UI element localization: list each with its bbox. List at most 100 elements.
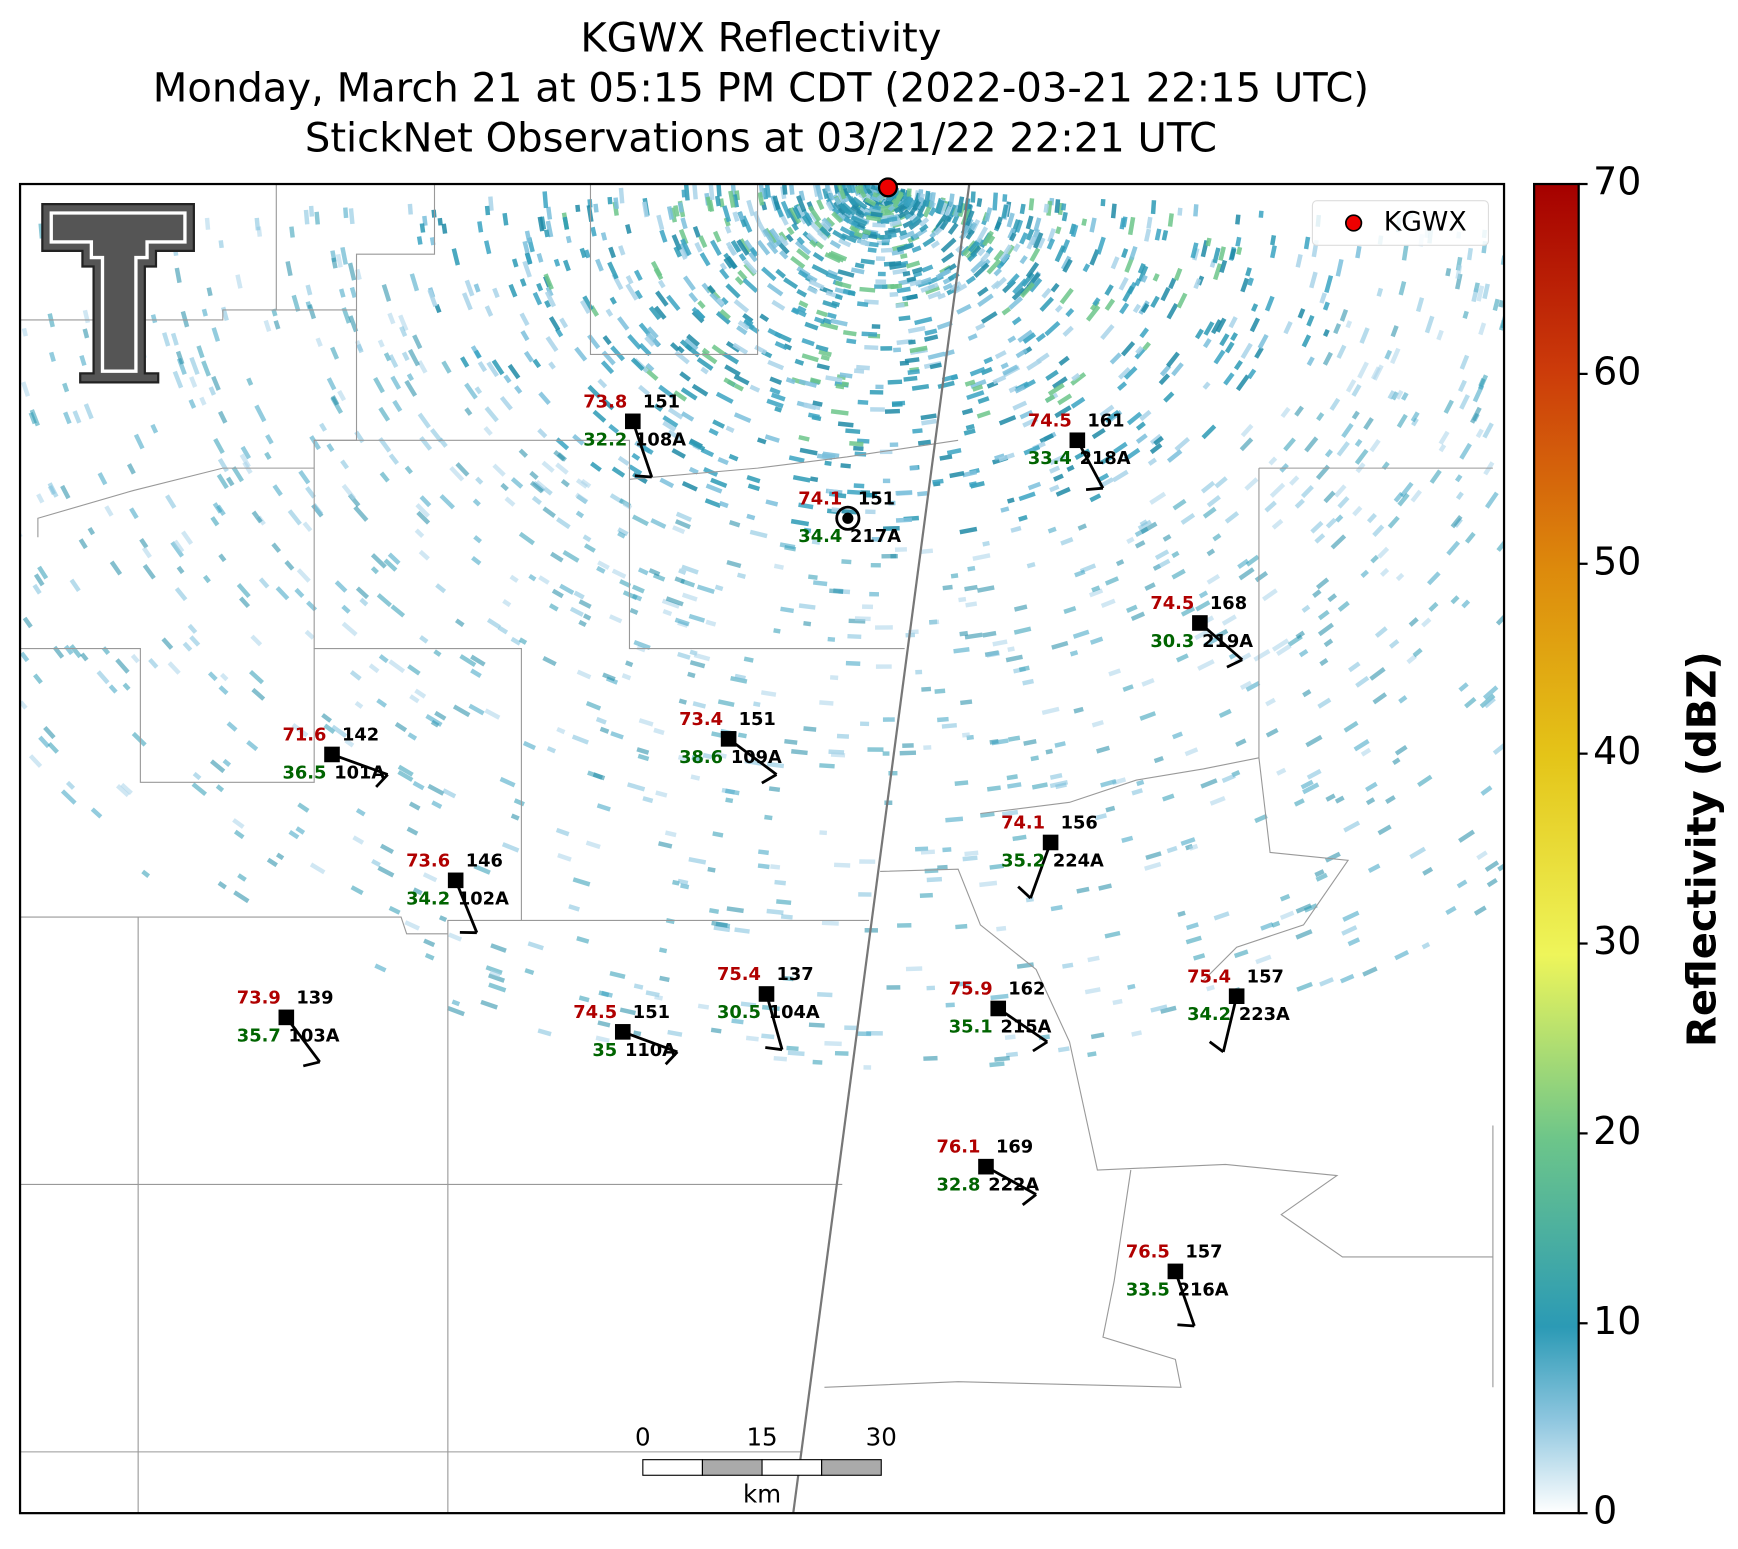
radar-echo (977, 247, 986, 257)
radar-echo (711, 920, 728, 928)
radar-echo (546, 206, 553, 220)
radar-echo (0, 670, 6, 684)
radar-echo (1391, 391, 1399, 401)
radar-echo (1340, 973, 1355, 984)
radar-echo (1060, 537, 1074, 546)
radar-echo (1070, 372, 1087, 386)
radar-echo (330, 346, 340, 360)
radar-echo (918, 217, 930, 228)
radar-echo (1322, 351, 1333, 366)
radar-echo (1429, 469, 1442, 484)
radar-echo (1365, 781, 1378, 792)
radar-echo (1033, 232, 1044, 249)
radar-echo (1057, 393, 1073, 406)
radar-echo (870, 211, 883, 218)
radar-echo (248, 670, 265, 685)
radar-echo (1156, 558, 1171, 570)
radar-echo (875, 625, 893, 630)
radar-echo (233, 829, 245, 840)
radar-echo (1421, 617, 1432, 628)
radar-echo (536, 252, 544, 263)
radar-echo (743, 656, 754, 663)
radar-echo (1001, 809, 1019, 817)
radar-echo (1130, 611, 1146, 622)
radar-echo (1412, 647, 1423, 658)
radar-echo (1233, 359, 1243, 371)
radar-echo (653, 267, 664, 281)
station-id: 222A (988, 1175, 1039, 1196)
radar-echo (1458, 829, 1475, 843)
radar-echo (884, 227, 901, 236)
temperature: 74.1 (1001, 813, 1045, 834)
radar-echo (856, 301, 869, 308)
radar-echo (122, 682, 131, 691)
station-id: 108A (635, 429, 686, 450)
dewpoint: 30.5 (717, 1002, 761, 1023)
radar-echo (662, 608, 673, 617)
radar-echo (237, 873, 247, 882)
radar-echo (808, 574, 818, 580)
radar-echo (484, 305, 494, 317)
radar-echo (187, 623, 198, 634)
radar-echo (1073, 706, 1084, 714)
radar-echo (298, 470, 311, 485)
radar-echo (348, 315, 359, 333)
radar-echo (610, 345, 626, 362)
radar-echo (254, 217, 261, 231)
radar-echo (871, 537, 883, 542)
radar-echo (937, 864, 948, 870)
radar-echo (712, 751, 727, 759)
wind-barb-flag (1021, 1193, 1037, 1207)
radar-echo (1342, 910, 1360, 922)
radar-echo (1059, 287, 1074, 305)
radar-echo (937, 380, 955, 390)
radar-echo (546, 746, 557, 754)
radar-echo (891, 194, 902, 205)
radar-echo (208, 386, 216, 396)
radar-echo (297, 802, 310, 813)
radar-echo (880, 247, 893, 253)
radar-echo (602, 672, 616, 682)
radar-echo (1276, 643, 1292, 656)
radar-echo (468, 703, 485, 716)
radar-echo (736, 325, 748, 336)
radar-echo (201, 308, 208, 317)
radar-echo (1484, 860, 1500, 872)
radar-echo (1203, 636, 1218, 648)
radar-echo (833, 200, 847, 216)
radar-echo (1124, 256, 1135, 273)
radar-echo (921, 418, 937, 426)
radar-echo (778, 234, 789, 247)
radar-echo (895, 302, 905, 309)
radar-echo (1121, 248, 1129, 259)
radar-echo (1365, 797, 1376, 806)
radar-echo (499, 776, 516, 788)
radar-echo (897, 209, 910, 219)
radar-echo (853, 445, 864, 452)
radar-echo (1176, 653, 1189, 663)
radar-echo (829, 588, 844, 595)
radar-echo (585, 840, 601, 850)
radar-echo (1682, 308, 1690, 326)
radar-echo (341, 604, 351, 614)
radar-echo (655, 290, 669, 307)
radar-echo (1304, 436, 1319, 453)
radar-echo (631, 452, 641, 461)
radar-echo (787, 1050, 805, 1057)
radar-echo (827, 251, 845, 263)
radar-echo (774, 406, 783, 413)
wind-barb-flag (634, 474, 652, 479)
radar-echo (80, 652, 89, 662)
radar-echo (1235, 236, 1242, 247)
radar-echo (1472, 384, 1485, 403)
radar-echo (936, 716, 949, 723)
radar-echo (1088, 588, 1104, 598)
radar-echo (1269, 482, 1286, 498)
radar-echo (305, 284, 313, 296)
radar-echo (1421, 942, 1431, 950)
radar-echo (940, 237, 957, 253)
radar-echo (732, 194, 740, 208)
radar-echo (204, 217, 211, 230)
radar-echo (884, 408, 900, 414)
radar-echo (1396, 413, 1408, 429)
